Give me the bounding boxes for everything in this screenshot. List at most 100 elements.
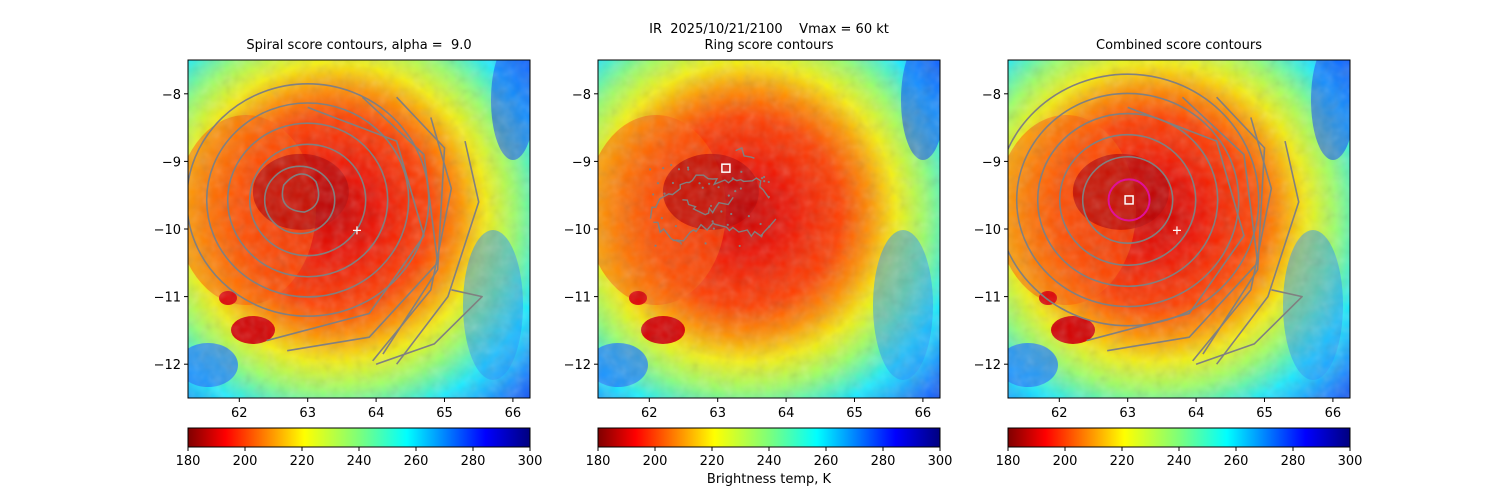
y-tick-label: −9 — [162, 155, 181, 170]
ring-contour — [682, 196, 734, 216]
x-tick-label: 64 — [1188, 406, 1205, 421]
ring-contour-fragment — [760, 234, 763, 237]
figure-suptitle: IR 2025/10/21/2100 Vmax = 60 kt — [649, 22, 889, 37]
panel-1: 62 63 64 65 66 −8 −9 −10 −11 −12 180 200 220 240 260 28… — [564, 59, 953, 469]
x-tick-label: 62 — [641, 406, 658, 421]
colorbar-tick-label: 200 — [233, 454, 258, 469]
ring-contour-fragment — [738, 244, 741, 248]
panel-0: 62 63 64 65 66 −8 −9 −10 −11 −12 180 200 220 240 260 28… — [154, 59, 543, 469]
ring-contour — [649, 174, 770, 219]
first-guess-plus-marker — [1172, 226, 1181, 235]
ring-contour-fragment — [760, 177, 764, 180]
colorbar-tick-label: 260 — [814, 454, 839, 469]
score-contour — [1008, 73, 1260, 327]
ring-contour-fragment — [730, 212, 733, 216]
ring-contour-fragment — [671, 181, 675, 185]
colorbar-tick-label: 180 — [176, 454, 201, 469]
score-contour — [281, 173, 320, 213]
ring-contour-fragment — [658, 226, 661, 229]
ring-contour — [735, 146, 755, 159]
texture — [188, 60, 530, 398]
colorbar-tick-label: 180 — [996, 454, 1021, 469]
center-uncertainty-circle — [1107, 178, 1151, 222]
colorbar — [597, 427, 941, 448]
ring-contour-fragment — [670, 163, 673, 167]
panel-title-combined: Combined score contours — [1096, 38, 1262, 53]
colorbar-tick-label: 220 — [700, 454, 725, 469]
y-tick-label: −12 — [564, 358, 591, 373]
ring-contour-fragment — [662, 166, 665, 170]
score-contour — [1058, 133, 1197, 267]
ring-contour-fragment — [720, 210, 723, 213]
colorbar-tick-label: 200 — [1053, 454, 1078, 469]
ring-contour-fragment — [731, 177, 734, 180]
x-tick-label: 63 — [299, 406, 316, 421]
heatmap-area — [1008, 60, 1350, 398]
ring-contour-fragment — [739, 187, 742, 190]
y-tick-label: −10 — [974, 223, 1001, 238]
ring-contour-fragment — [652, 193, 655, 196]
ring-contour-fragment — [709, 204, 713, 208]
x-tick-label: 66 — [915, 406, 932, 421]
ring-contour-fragment — [747, 215, 750, 218]
y-tick-label: −11 — [154, 291, 181, 306]
heatmap-area — [188, 60, 530, 398]
spiral-contour — [372, 117, 453, 362]
texture — [598, 60, 940, 398]
y-tick-label: −10 — [154, 223, 181, 238]
ring-contour-fragment — [762, 175, 766, 179]
x-tick-label: 63 — [709, 406, 726, 421]
ring-contour-fragment — [663, 192, 666, 195]
y-tick-label: −8 — [982, 88, 1001, 103]
colorbar-tick-label: 300 — [518, 454, 543, 469]
colorbar-tick-label: 240 — [347, 454, 372, 469]
score-contour — [226, 122, 389, 278]
x-tick-label: 63 — [1119, 406, 1136, 421]
ring-contour-fragment — [759, 222, 762, 226]
y-tick-label: −12 — [974, 358, 1001, 373]
colorbar-tick-label: 260 — [1224, 454, 1249, 469]
x-tick-label: 65 — [846, 406, 863, 421]
spiral-contour — [1195, 289, 1303, 365]
ring-contour-fragment — [767, 180, 770, 184]
y-tick-label: −9 — [572, 155, 591, 170]
y-tick-label: −8 — [162, 88, 181, 103]
ring-contour-fragment — [740, 170, 743, 173]
y-tick-label: −11 — [974, 291, 1001, 306]
score-contour — [188, 83, 430, 317]
score-contour — [1081, 155, 1174, 244]
colorbar-tick-label: 240 — [757, 454, 782, 469]
panel-title-ring: Ring score contours — [704, 38, 834, 53]
ring-contour-fragment — [726, 223, 729, 226]
first-guess-plus-marker — [352, 226, 361, 235]
colorbar-tick-label: 280 — [461, 454, 486, 469]
colorbar-tick-label: 280 — [1281, 454, 1306, 469]
heatmap-area — [598, 60, 940, 398]
score-contour — [1015, 92, 1240, 308]
x-tick-label: 66 — [1325, 406, 1342, 421]
y-tick-label: −9 — [982, 155, 1001, 170]
ring-contour-fragment — [687, 168, 690, 171]
ring-contour-fragment — [708, 182, 711, 185]
spiral-contour — [1086, 106, 1245, 342]
ring-contour-fragment — [701, 186, 704, 189]
colorbar-tick-label: 200 — [643, 454, 668, 469]
score-contour — [1036, 112, 1219, 288]
colorbar — [187, 427, 531, 448]
x-tick-label: 62 — [1051, 406, 1068, 421]
y-tick-label: −11 — [564, 291, 591, 306]
spiral-contour — [382, 96, 446, 355]
ring-contour-fragment — [660, 217, 663, 220]
x-tick-label: 62 — [231, 406, 248, 421]
colorbar-tick-label: 300 — [928, 454, 953, 469]
y-tick-label: −10 — [564, 223, 591, 238]
spiral-contour — [1202, 96, 1266, 355]
ring-contour-fragment — [674, 224, 677, 228]
ring-contour-fragment — [727, 194, 730, 197]
spiral-contour — [395, 140, 480, 365]
x-tick-label: 66 — [505, 406, 522, 421]
panel-title-spiral: Spiral score contours, alpha = 9.0 — [246, 38, 472, 53]
best-center-square-marker — [1124, 195, 1134, 205]
ring-contour-fragment — [768, 225, 771, 228]
